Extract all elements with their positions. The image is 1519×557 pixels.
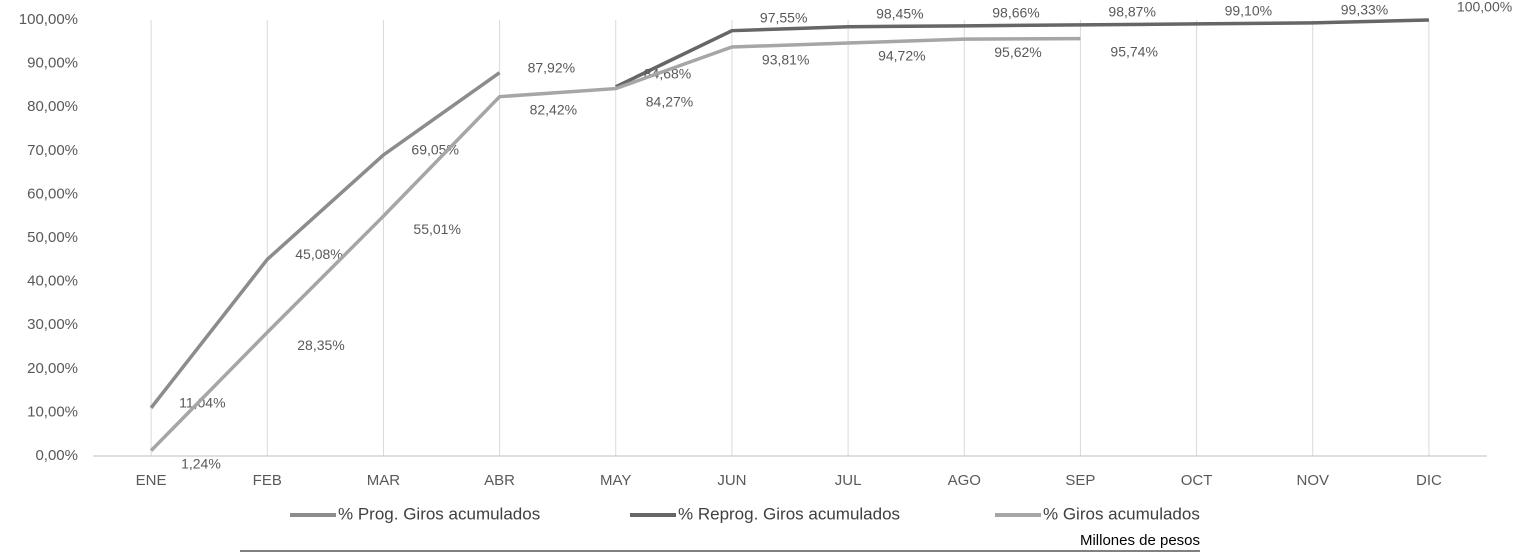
x-tick-label: MAR <box>367 472 401 489</box>
y-tick-label: 20,00% <box>27 360 78 377</box>
data-label: 69,05% <box>411 142 458 158</box>
note: Millones de pesos <box>1080 532 1200 549</box>
x-tick-label: OCT <box>1181 472 1213 489</box>
data-label: 98,45% <box>876 5 923 21</box>
y-tick-label: 0,00% <box>35 447 78 464</box>
data-label: 55,01% <box>413 221 460 237</box>
y-tick-label: 80,00% <box>27 98 78 115</box>
x-tick-label: ENE <box>136 472 167 489</box>
data-label: 28,35% <box>297 337 344 353</box>
x-tick-label: NOV <box>1296 472 1329 489</box>
y-tick-label: 40,00% <box>27 273 78 290</box>
y-tick-label: 30,00% <box>27 316 78 333</box>
data-label: 11,04% <box>179 395 225 411</box>
y-tick-label: 70,00% <box>27 142 78 159</box>
data-label: 1,24% <box>181 455 221 471</box>
data-label: 100,00% <box>1457 0 1512 15</box>
x-tick-label: AGO <box>948 472 981 489</box>
x-tick-label: DIC <box>1416 472 1442 489</box>
y-tick-label: 90,00% <box>27 55 78 72</box>
data-label: 87,92% <box>528 59 575 75</box>
x-tick-label: FEB <box>253 472 282 489</box>
data-label: 84,27% <box>646 93 693 109</box>
line-series <box>149 71 501 409</box>
data-label: 98,66% <box>992 5 1039 21</box>
data-label: 97,55% <box>760 9 807 25</box>
y-tick-label: 10,00% <box>27 403 78 420</box>
x-tick-label: ABR <box>484 472 515 489</box>
x-tick-label: JUL <box>835 472 862 489</box>
line-series <box>614 18 1429 89</box>
x-tick-label: MAY <box>600 472 631 489</box>
line-series <box>149 36 1081 452</box>
legend-label: % Reprog. Giros acumulados <box>678 504 900 523</box>
y-tick-label: 50,00% <box>27 229 78 246</box>
legend-label: % Prog. Giros acumulados <box>338 504 540 523</box>
data-label: 82,42% <box>530 101 577 117</box>
x-tick-label: SEP <box>1065 472 1095 489</box>
data-label: 99,10% <box>1225 3 1272 19</box>
y-tick-label: 60,00% <box>27 185 78 202</box>
legend-label: % Giros acumulados <box>1043 504 1200 523</box>
data-label: 95,74% <box>1110 43 1157 59</box>
data-label: 93,81% <box>762 52 809 68</box>
data-label: 98,87% <box>1108 4 1155 20</box>
data-label: 94,72% <box>878 48 925 64</box>
data-label: 99,33% <box>1341 2 1388 18</box>
data-label: 95,62% <box>994 44 1041 60</box>
y-tick-label: 100,00% <box>19 11 78 28</box>
data-label: 45,08% <box>295 246 342 262</box>
data-label: 84,68% <box>644 65 691 81</box>
x-tick-label: JUN <box>717 472 746 489</box>
